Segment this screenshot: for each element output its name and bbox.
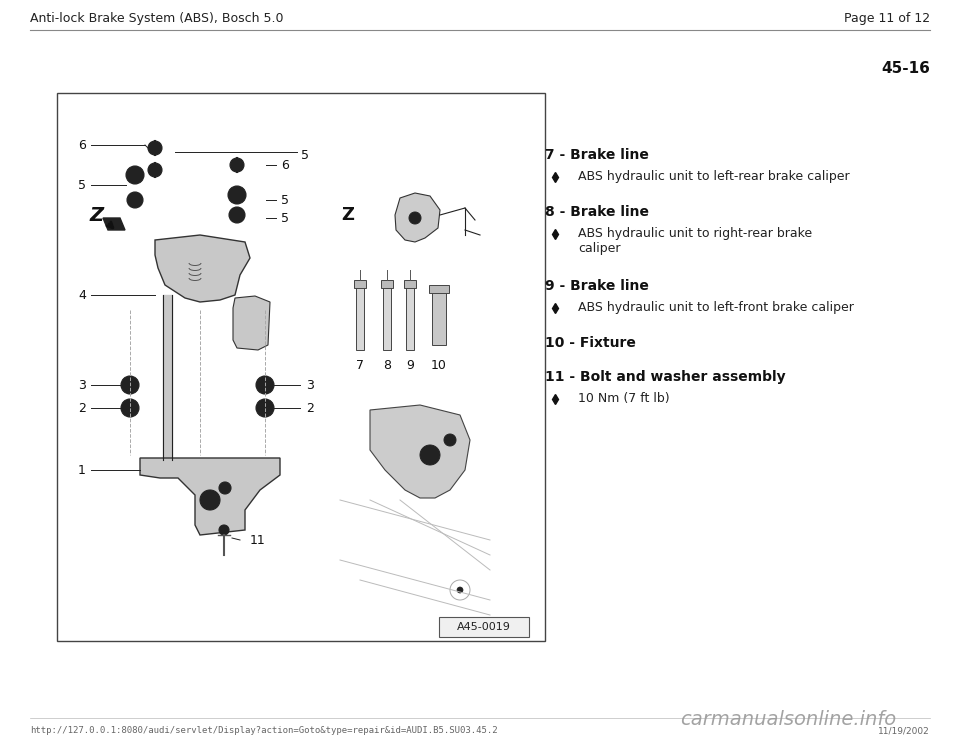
Bar [432,290,446,345]
Text: Anti-lock Brake System (ABS), Bosch 5.0: Anti-lock Brake System (ABS), Bosch 5.0 [30,11,283,24]
Circle shape [200,490,220,510]
Circle shape [261,404,269,412]
Text: 45-16: 45-16 [881,61,930,76]
Circle shape [444,434,456,446]
Polygon shape [103,218,125,230]
Circle shape [126,404,134,412]
Text: 5: 5 [301,148,309,162]
Bar [57,93,545,641]
Polygon shape [163,295,172,460]
Text: 8 - Brake line: 8 - Brake line [545,205,649,219]
Circle shape [420,445,440,465]
Text: Z: Z [342,206,354,224]
Text: 4: 4 [78,289,86,301]
Text: 2: 2 [306,401,314,415]
Text: 3: 3 [306,378,314,392]
Circle shape [233,161,241,169]
Circle shape [121,376,139,394]
Circle shape [229,207,245,223]
Text: 5: 5 [78,179,86,191]
Polygon shape [370,405,470,498]
Text: 3: 3 [78,378,86,392]
Circle shape [127,192,143,208]
Circle shape [219,482,231,494]
Circle shape [457,587,463,593]
Text: A45-0019: A45-0019 [457,622,511,632]
Text: 7: 7 [356,358,364,372]
Text: 6: 6 [78,139,86,151]
Circle shape [256,376,274,394]
Text: http://127.0.0.1:8080/audi/servlet/Display?action=Goto&type=repair&id=AUDI.B5.SU: http://127.0.0.1:8080/audi/servlet/Displ… [30,726,497,735]
Circle shape [256,399,274,417]
Bar [429,285,449,293]
Text: 11/19/2002: 11/19/2002 [878,726,930,735]
Text: 2: 2 [78,401,86,415]
Bar [383,285,391,350]
Text: 5: 5 [281,194,289,206]
Text: Page 11 of 12: Page 11 of 12 [844,11,930,24]
Text: Z: Z [90,206,104,225]
Text: 8: 8 [383,358,391,372]
Circle shape [409,212,421,224]
Circle shape [230,158,244,172]
Circle shape [126,381,134,389]
Polygon shape [155,235,250,302]
Circle shape [228,186,246,204]
Circle shape [219,525,229,535]
Polygon shape [395,193,440,242]
Text: 9 - Brake line: 9 - Brake line [545,279,649,293]
Bar [354,280,366,288]
Polygon shape [233,296,270,350]
Text: ABS hydraulic unit to left-rear brake caliper: ABS hydraulic unit to left-rear brake ca… [578,170,850,183]
Text: 1: 1 [78,464,86,476]
Bar [404,280,416,288]
Text: 10: 10 [431,358,447,372]
Circle shape [121,399,139,417]
Text: 6: 6 [281,159,289,171]
Text: ABS hydraulic unit to right-rear brake
caliper: ABS hydraulic unit to right-rear brake c… [578,227,812,255]
Circle shape [126,166,144,184]
Bar [356,285,364,350]
Text: 7 - Brake line: 7 - Brake line [545,148,649,162]
Circle shape [148,163,162,177]
Polygon shape [140,458,280,535]
Bar [406,285,414,350]
Text: 10 Nm (7 ft lb): 10 Nm (7 ft lb) [578,392,670,405]
Circle shape [261,381,269,389]
Text: carmanualsonline.info: carmanualsonline.info [680,710,896,729]
Text: 9: 9 [406,358,414,372]
Text: ABS hydraulic unit to left-front brake caliper: ABS hydraulic unit to left-front brake c… [578,301,853,314]
Text: 11 - Bolt and washer assembly: 11 - Bolt and washer assembly [545,370,785,384]
Circle shape [151,166,159,174]
Circle shape [151,144,159,152]
FancyBboxPatch shape [439,617,529,637]
Text: 11: 11 [251,533,266,547]
Circle shape [148,141,162,155]
Bar [381,280,393,288]
Text: 10 - Fixture: 10 - Fixture [545,336,636,350]
Text: 5: 5 [281,211,289,225]
